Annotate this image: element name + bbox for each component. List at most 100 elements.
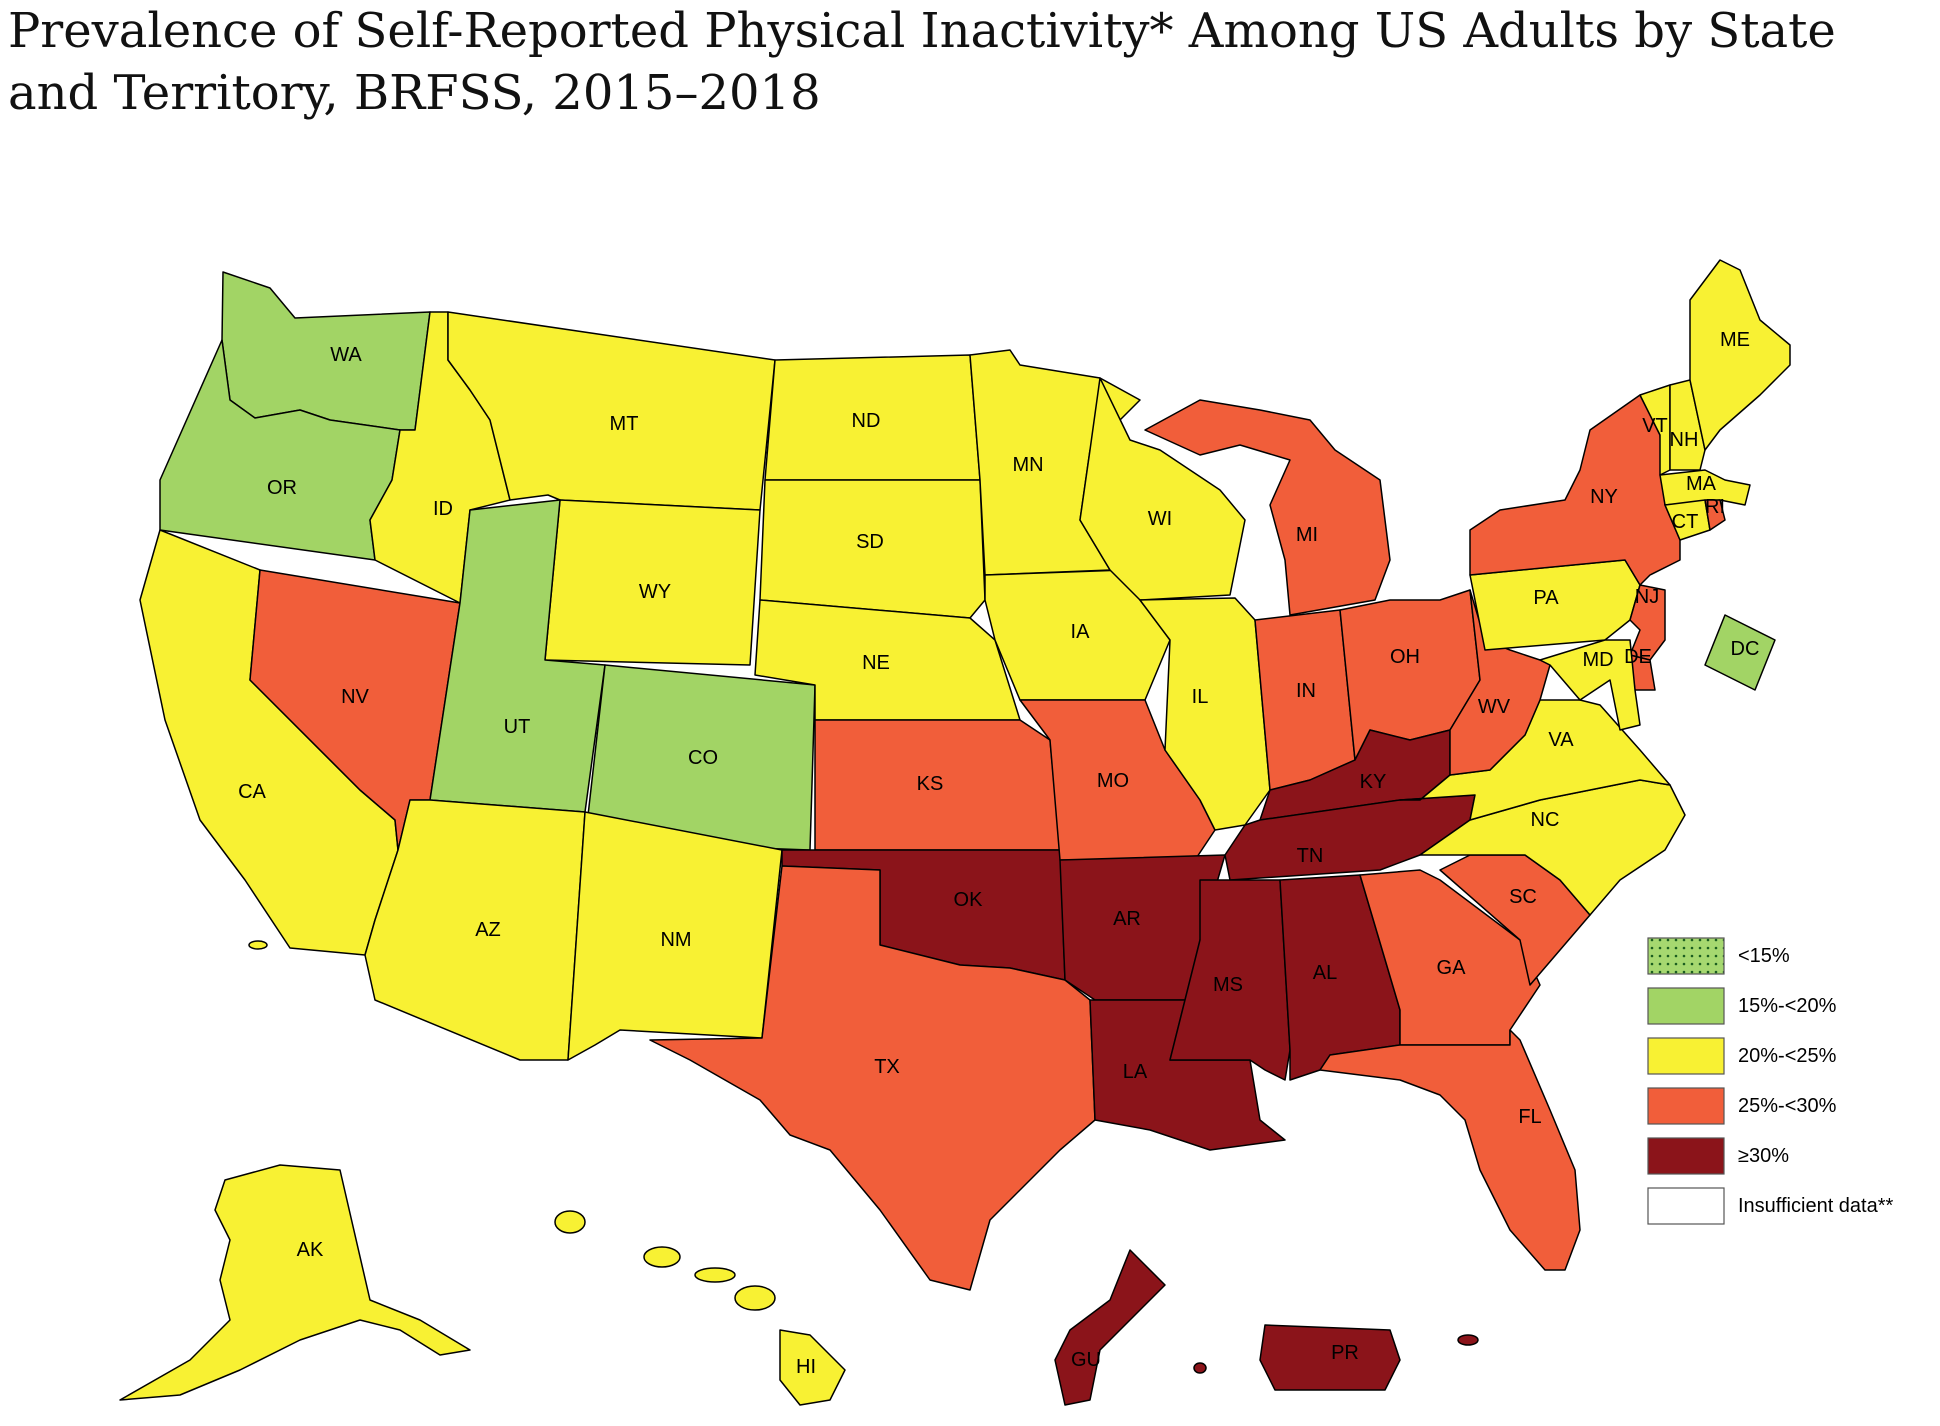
hi-island-oahu bbox=[643, 1246, 681, 1268]
state-label-mn: MN bbox=[1012, 454, 1043, 476]
state-dc bbox=[1704, 614, 1776, 691]
state-label-or: OR bbox=[267, 477, 297, 499]
state-md bbox=[1539, 639, 1641, 731]
state-label-ky: KY bbox=[1360, 771, 1387, 793]
state-label-la: LA bbox=[1123, 1061, 1148, 1083]
state-pr bbox=[1259, 1324, 1401, 1391]
state-label-pr: PR bbox=[1331, 1342, 1359, 1364]
legend-label-c20_25: 20%-<25% bbox=[1738, 1045, 1837, 1067]
state-label-wi: WI bbox=[1148, 508, 1172, 530]
state-ga bbox=[1359, 869, 1541, 1046]
legend-label-insufficient: Insufficient data** bbox=[1738, 1195, 1894, 1217]
state-label-nc: NC bbox=[1531, 809, 1560, 831]
state-label-ut: UT bbox=[504, 716, 531, 738]
state-wa bbox=[221, 271, 431, 431]
state-il bbox=[1139, 597, 1271, 831]
state-label-il: IL bbox=[1192, 686, 1209, 708]
pr-island-mona bbox=[1193, 1362, 1207, 1374]
pr-island-vieques bbox=[1457, 1334, 1479, 1346]
state-mt bbox=[447, 311, 776, 511]
legend-label-lt15: <15% bbox=[1738, 945, 1790, 967]
state-label-sd: SD bbox=[856, 531, 884, 553]
state-tn bbox=[1224, 794, 1476, 881]
state-label-md: MD bbox=[1582, 649, 1613, 671]
state-label-tx: TX bbox=[874, 1056, 900, 1078]
state-fl bbox=[1319, 1029, 1581, 1271]
state-label-ny: NY bbox=[1590, 486, 1618, 508]
state-hi bbox=[779, 1329, 846, 1406]
state-label-mt: MT bbox=[610, 413, 639, 435]
state-wi bbox=[1079, 377, 1246, 601]
state-label-ma: MA bbox=[1686, 473, 1717, 495]
state-label-ar: AR bbox=[1113, 908, 1141, 930]
hi-island-molokai bbox=[694, 1267, 736, 1283]
state-label-wa: WA bbox=[330, 344, 362, 366]
state-label-fl: FL bbox=[1518, 1106, 1541, 1128]
state-label-wy: WY bbox=[639, 581, 671, 603]
state-me bbox=[1689, 259, 1791, 451]
state-label-gu: GU bbox=[1071, 1349, 1101, 1371]
state-mi bbox=[1144, 399, 1391, 616]
state-label-ri: RI bbox=[1705, 496, 1725, 518]
state-label-nd: ND bbox=[852, 410, 881, 432]
state-label-co: CO bbox=[688, 747, 718, 769]
legend-swatch-lt15 bbox=[1647, 937, 1725, 975]
legend-label-c15_20: 15%-<20% bbox=[1738, 995, 1837, 1017]
legend-label-ge30: ≥30% bbox=[1738, 1145, 1789, 1167]
legend-swatch-c15_20 bbox=[1647, 987, 1725, 1025]
state-label-id: ID bbox=[433, 498, 453, 520]
state-label-ga: GA bbox=[1437, 957, 1467, 979]
map-title: Prevalence of Self-Reported Physical Ina… bbox=[8, 3, 1836, 121]
state-sd bbox=[759, 479, 986, 619]
state-label-al: AL bbox=[1313, 962, 1337, 984]
labels-layer: WA OR CA NV ID MT WY UT CO AZ NM ND SD NE KS OK TX MN IA MO… bbox=[238, 329, 1759, 1378]
small-islands bbox=[248, 940, 1479, 1374]
state-label-me: ME bbox=[1720, 329, 1750, 351]
hawaii-islands bbox=[554, 1210, 776, 1311]
state-label-ne: NE bbox=[862, 652, 890, 674]
state-label-dc: DC bbox=[1731, 638, 1760, 660]
state-label-wv: WV bbox=[1478, 696, 1511, 718]
state-label-mi: MI bbox=[1296, 524, 1318, 546]
hi-island-maui bbox=[734, 1285, 776, 1311]
state-gu bbox=[1054, 1249, 1166, 1406]
state-tx bbox=[649, 865, 1096, 1291]
state-vt bbox=[1639, 384, 1671, 476]
state-label-ct: CT bbox=[1672, 511, 1699, 533]
state-label-ca: CA bbox=[238, 781, 266, 803]
state-label-ak: AK bbox=[297, 1239, 324, 1261]
legend-swatch-ge30 bbox=[1647, 1137, 1725, 1175]
state-label-mo: MO bbox=[1097, 770, 1129, 792]
state-label-ia: IA bbox=[1071, 621, 1091, 643]
state-label-oh: OH bbox=[1390, 646, 1420, 668]
state-label-ks: KS bbox=[917, 773, 944, 795]
state-label-nv: NV bbox=[341, 686, 369, 708]
ca-island-channel bbox=[248, 940, 268, 950]
legend: <15% 15%-<20% 20%-<25% 25%-<30% ≥30% Insuffic… bbox=[1647, 937, 1894, 1225]
state-ut bbox=[429, 499, 606, 813]
state-nh bbox=[1669, 379, 1706, 471]
state-label-in: IN bbox=[1296, 680, 1316, 702]
state-label-az: AZ bbox=[475, 919, 501, 941]
state-label-nh: NH bbox=[1670, 429, 1699, 451]
state-label-tn: TN bbox=[1297, 845, 1324, 867]
state-label-de: DE bbox=[1624, 646, 1652, 668]
state-label-nm: NM bbox=[660, 929, 691, 951]
state-label-va: VA bbox=[1548, 729, 1574, 751]
state-label-sc: SC bbox=[1509, 886, 1537, 908]
legend-swatch-c20_25 bbox=[1647, 1037, 1725, 1075]
legend-swatch-c25_30 bbox=[1647, 1087, 1725, 1125]
state-label-ms: MS bbox=[1213, 974, 1243, 996]
state-label-vt: VT bbox=[1642, 415, 1668, 437]
hi-island-kauai bbox=[554, 1210, 586, 1234]
state-label-hi: HI bbox=[796, 1356, 816, 1378]
state-ak bbox=[119, 1164, 471, 1401]
states-layer bbox=[119, 259, 1791, 1406]
state-label-nj: NJ bbox=[1635, 586, 1659, 608]
state-ri bbox=[1704, 499, 1726, 531]
state-label-ok: OK bbox=[954, 889, 984, 911]
state-label-pa: PA bbox=[1533, 587, 1559, 609]
legend-swatch-insufficient bbox=[1647, 1187, 1725, 1225]
legend-label-c25_30: 25%-<30% bbox=[1738, 1095, 1837, 1117]
